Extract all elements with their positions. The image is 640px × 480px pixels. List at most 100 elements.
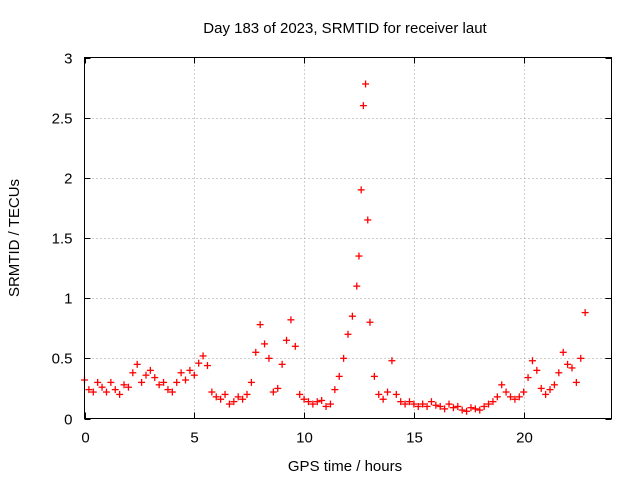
y-tick-label: 3: [64, 51, 72, 68]
data-point: [269, 388, 277, 396]
data-point: [480, 402, 488, 410]
data-point: [102, 388, 110, 396]
data-point: [344, 330, 352, 338]
plot-frame: [84, 57, 612, 419]
data-point: [265, 354, 273, 362]
data-point: [291, 342, 299, 350]
data-point: [138, 378, 146, 386]
data-point: [133, 360, 141, 368]
data-point: [107, 378, 115, 386]
data-point: [160, 378, 168, 386]
data-point: [164, 386, 172, 394]
data-point: [384, 388, 392, 396]
data-point: [296, 390, 304, 398]
data-point: [225, 400, 233, 408]
data-point: [524, 374, 532, 382]
axis-ticks: [84, 57, 612, 420]
data-point: [502, 388, 510, 396]
data-point: [335, 372, 343, 380]
data-point: [414, 402, 422, 410]
data-point: [489, 398, 497, 406]
data-point: [410, 400, 418, 408]
grid-lines: [84, 57, 612, 419]
data-point: [331, 386, 339, 394]
data-point: [445, 400, 453, 408]
data-point: [427, 398, 435, 406]
x-axis-label: GPS time / hours: [288, 458, 402, 475]
data-point: [304, 398, 312, 406]
data-point: [572, 378, 580, 386]
data-point: [195, 359, 203, 367]
data-point: [581, 309, 589, 317]
data-point: [355, 252, 363, 260]
data-point: [515, 393, 523, 401]
data-point: [300, 395, 308, 403]
data-point: [313, 398, 321, 406]
data-point: [142, 371, 150, 379]
y-axis-label: SRMTID / TECUs: [6, 179, 23, 297]
data-point: [498, 381, 506, 389]
data-point: [564, 360, 572, 368]
data-point: [353, 282, 361, 290]
data-point: [364, 216, 372, 224]
data-point: [362, 80, 370, 88]
data-point: [485, 400, 493, 408]
y-tick-label: 0: [64, 412, 72, 429]
x-tick-label: 5: [190, 430, 198, 447]
data-point: [274, 384, 282, 392]
data-point: [111, 386, 119, 394]
data-point: [537, 384, 545, 392]
data-point: [392, 390, 400, 398]
data-point: [287, 316, 295, 324]
data-point: [379, 395, 387, 403]
data-point: [520, 388, 528, 396]
data-point: [559, 348, 567, 356]
data-point: [177, 369, 185, 377]
data-point: [217, 395, 225, 403]
data-point: [436, 402, 444, 410]
data-point: [124, 383, 132, 391]
data-point: [340, 354, 348, 362]
data-point: [146, 366, 154, 374]
data-point: [243, 390, 251, 398]
data-point: [208, 388, 216, 396]
data-point: [370, 372, 378, 380]
data-point: [419, 400, 427, 408]
data-point: [476, 406, 484, 414]
data-point: [239, 395, 247, 403]
data-point: [252, 348, 260, 356]
data-point: [94, 378, 102, 386]
data-point: [546, 386, 554, 394]
data-point: [221, 390, 229, 398]
data-point: [533, 366, 541, 374]
y-tick-label: 2: [64, 171, 72, 188]
data-point: [454, 402, 462, 410]
x-tick-label: 10: [296, 430, 313, 447]
data-point: [577, 354, 585, 362]
data-point: [247, 378, 255, 386]
data-point: [283, 336, 291, 344]
data-point: [155, 381, 163, 389]
data-points: [81, 80, 589, 415]
tick-labels: 0 5 10 15 20 0 0.5 1 1.5 2 2.5 3: [52, 51, 533, 447]
data-point: [326, 400, 334, 408]
data-point: [151, 374, 159, 382]
y-tick-label: 1: [64, 291, 72, 308]
x-tick-label: 20: [516, 430, 533, 447]
data-point: [528, 357, 536, 365]
data-point: [397, 398, 405, 406]
data-point: [203, 362, 211, 370]
data-point: [318, 396, 326, 404]
data-point: [432, 401, 440, 409]
data-point: [199, 352, 207, 360]
data-point: [309, 400, 317, 408]
data-point: [493, 393, 501, 401]
data-point: [401, 400, 409, 408]
data-point: [555, 369, 563, 377]
data-point: [375, 390, 383, 398]
data-point: [230, 398, 238, 406]
data-point: [234, 393, 242, 401]
data-point: [441, 405, 449, 413]
data-point: [423, 402, 431, 410]
